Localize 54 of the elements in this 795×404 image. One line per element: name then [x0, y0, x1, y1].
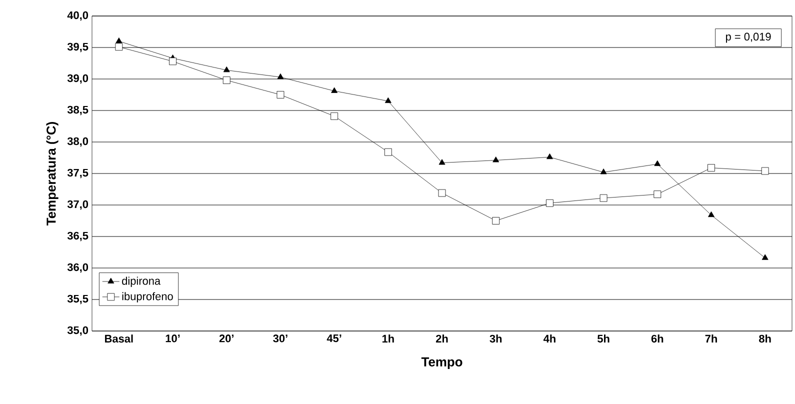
x-tick-label: 8h	[759, 334, 771, 343]
y-tick-label: 36,0	[67, 263, 88, 273]
x-tick-label: 5h	[598, 334, 610, 343]
point	[276, 91, 284, 98]
y-tick-label: 35,0	[67, 326, 88, 336]
point	[384, 97, 392, 103]
x-tick-label: 3h	[490, 334, 502, 343]
x-tick-label: Basal	[105, 334, 133, 343]
point	[438, 159, 446, 165]
legend-label: dipirona	[122, 276, 161, 287]
legend-label: ibuprofeno	[122, 292, 173, 302]
y-tick-label: 37,5	[67, 168, 88, 178]
point	[492, 156, 500, 162]
point	[116, 38, 122, 44]
point	[331, 87, 338, 93]
y-tick-label: 39,5	[67, 42, 88, 52]
x-tick-label: 20’	[219, 334, 234, 342]
x-tick-label: 7h	[705, 334, 717, 342]
y-tick-label: 40,0	[67, 11, 88, 21]
point	[708, 164, 715, 172]
point	[654, 190, 662, 198]
y-tick-label: 39,0	[67, 74, 88, 84]
x-tick-label: 10’	[166, 334, 180, 342]
x-tick-label: 6h	[651, 334, 664, 343]
point	[115, 43, 123, 51]
point	[600, 168, 607, 174]
point	[384, 148, 392, 156]
point	[546, 153, 553, 160]
point	[708, 211, 714, 218]
point	[222, 76, 230, 84]
y-tick-label: 37,0	[67, 200, 88, 210]
x-tick-label: 1h	[382, 334, 394, 342]
y-axis-title: Temperatura (°C)	[46, 122, 58, 226]
point	[600, 194, 608, 202]
y-tick-label: 36,5	[67, 232, 88, 242]
point	[277, 73, 284, 80]
x-tick-label: 2h	[436, 334, 448, 342]
x-tick-label: 45’	[326, 334, 342, 342]
point	[762, 254, 768, 260]
point	[169, 58, 176, 66]
x-tick-label: 30’	[273, 334, 288, 342]
point	[761, 167, 769, 175]
point	[654, 160, 661, 166]
annotation: p = 0,019	[726, 32, 771, 43]
point	[330, 112, 338, 120]
point	[492, 217, 500, 224]
point	[546, 199, 554, 207]
point	[223, 66, 230, 72]
x-tick-label: 4h	[543, 334, 556, 342]
y-tick-label: 38,0	[67, 137, 88, 147]
x-axis-title: Tempo	[421, 357, 462, 370]
point	[438, 189, 446, 197]
y-tick-label: 38,5	[67, 106, 88, 116]
y-tick-label: 35,5	[67, 294, 88, 304]
